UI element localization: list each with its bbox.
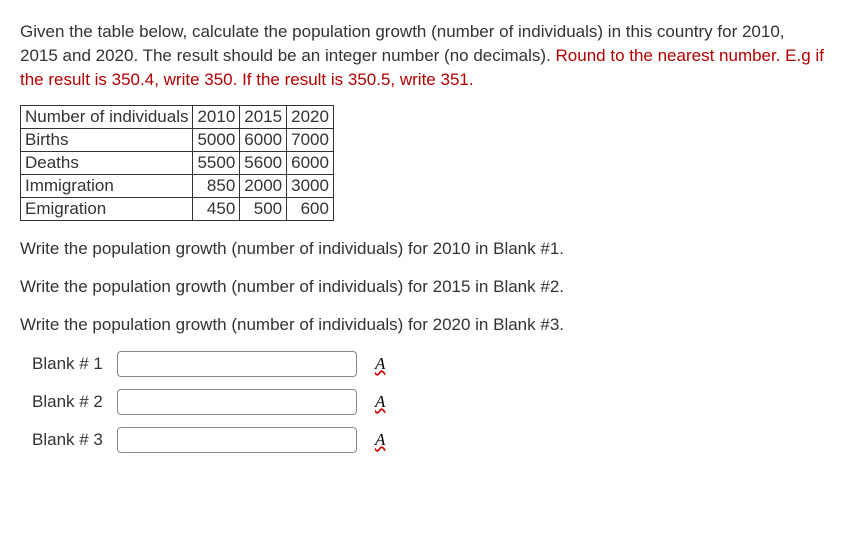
table-cell: 5600 (240, 152, 287, 175)
table-cell: 7000 (287, 129, 334, 152)
blank-row-3: Blank # 3 A (32, 427, 824, 453)
table-cell: 500 (240, 198, 287, 221)
instruction-2: Write the population growth (number of i… (20, 275, 824, 299)
table-row: Immigration 850 2000 3000 (21, 175, 334, 198)
blank-label: Blank # 1 (32, 354, 117, 374)
table-cell-label: Emigration (21, 198, 193, 221)
instruction-3: Write the population growth (number of i… (20, 313, 824, 337)
table-row: Deaths 5500 5600 6000 (21, 152, 334, 175)
blank-2-input[interactable] (117, 389, 357, 415)
spellcheck-icon[interactable]: A (375, 430, 385, 450)
blank-label: Blank # 2 (32, 392, 117, 412)
table-cell: 450 (193, 198, 240, 221)
table-cell: 5500 (193, 152, 240, 175)
table-row: Emigration 450 500 600 (21, 198, 334, 221)
table-cell-label: Immigration (21, 175, 193, 198)
table-cell: 2000 (240, 175, 287, 198)
question-text: Given the table below, calculate the pop… (20, 20, 824, 91)
spellcheck-icon[interactable]: A (375, 354, 385, 374)
spellcheck-icon[interactable]: A (375, 392, 385, 412)
table-cell: 850 (193, 175, 240, 198)
table-cell-label: Births (21, 129, 193, 152)
blank-row-2: Blank # 2 A (32, 389, 824, 415)
blank-1-input[interactable] (117, 351, 357, 377)
table-header-cell: Number of individuals (21, 106, 193, 129)
table-header-cell: 2020 (287, 106, 334, 129)
blank-row-1: Blank # 1 A (32, 351, 824, 377)
table-header-cell: 2015 (240, 106, 287, 129)
table-header-row: Number of individuals 2010 2015 2020 (21, 106, 334, 129)
table-cell: 3000 (287, 175, 334, 198)
table-cell-label: Deaths (21, 152, 193, 175)
table-row: Births 5000 6000 7000 (21, 129, 334, 152)
data-table: Number of individuals 2010 2015 2020 Bir… (20, 105, 334, 221)
table-cell: 600 (287, 198, 334, 221)
blank-label: Blank # 3 (32, 430, 117, 450)
instruction-1: Write the population growth (number of i… (20, 237, 824, 261)
blank-3-input[interactable] (117, 427, 357, 453)
table-cell: 6000 (287, 152, 334, 175)
table-cell: 6000 (240, 129, 287, 152)
table-cell: 5000 (193, 129, 240, 152)
table-header-cell: 2010 (193, 106, 240, 129)
